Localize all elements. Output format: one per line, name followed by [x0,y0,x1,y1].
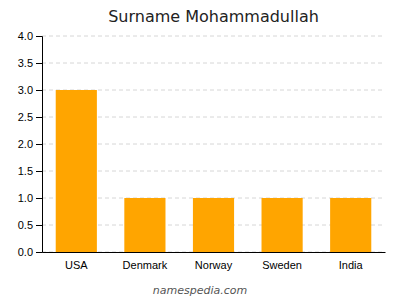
y-tick-label: 0.5 [18,219,33,231]
y-tick-mark [36,90,42,91]
y-tick-mark [36,252,42,253]
x-axis-line [43,252,386,253]
grid [42,36,385,252]
bar [193,198,234,252]
y-tick-label: 1.5 [18,165,33,177]
grid-line [42,36,385,37]
grid-line [42,63,385,64]
x-axis: USA Denmark Norway Sweden India [43,253,386,271]
bar [330,198,371,252]
y-tick-mark [36,117,42,118]
x-tick-label: USA [65,259,88,271]
bar [56,90,97,252]
chart: 0.0 0.5 1.0 1.5 2.0 2.5 3.0 3.5 4.0 USA Denmark Nor… [0,0,400,300]
footer: namespedia.com [153,284,247,297]
x-tick: Norway [195,259,233,271]
x-tick: India [339,259,364,271]
y-tick-label: 1.0 [18,192,33,204]
plot: 0.0 0.5 1.0 1.5 2.0 2.5 3.0 3.5 4.0 USA Denmark Nor… [18,30,386,271]
y-axis: 0.0 0.5 1.0 1.5 2.0 2.5 3.0 3.5 4.0 [18,30,43,258]
x-tick-label: India [339,259,364,271]
y-tick: 1.0 [18,192,42,204]
y-tick-mark [36,171,42,172]
y-tick: 2.0 [18,138,42,150]
y-tick: 4.0 [18,30,42,42]
y-tick-label: 3.0 [18,84,33,96]
x-tick-label: Denmark [123,259,168,271]
y-tick-label: 4.0 [18,30,33,42]
y-tick-label: 0.0 [18,246,33,258]
x-tick: Denmark [123,259,168,271]
x-tick-label: Norway [195,259,233,271]
x-tick: USA [65,259,88,271]
y-tick: 0.0 [18,246,42,258]
y-tick: 2.5 [18,111,42,123]
y-tick: 3.0 [18,84,42,96]
bar [124,198,165,252]
title: Surname Mohammadullah [108,7,319,26]
y-tick: 1.5 [18,165,42,177]
bars [56,90,372,252]
y-tick-mark [36,198,42,199]
y-tick-label: 2.0 [18,138,33,150]
bar [262,198,303,252]
y-tick: 0.5 [18,219,42,231]
y-tick-mark [36,144,42,145]
y-tick-label: 3.5 [18,57,33,69]
y-tick-mark [36,225,42,226]
x-tick: Sweden [262,259,302,271]
y-tick-mark [36,63,42,64]
y-tick-label: 2.5 [18,111,33,123]
x-tick-label: Sweden [262,259,302,271]
y-axis-line [36,37,43,253]
y-tick-mark [36,36,42,37]
y-tick: 3.5 [18,57,42,69]
